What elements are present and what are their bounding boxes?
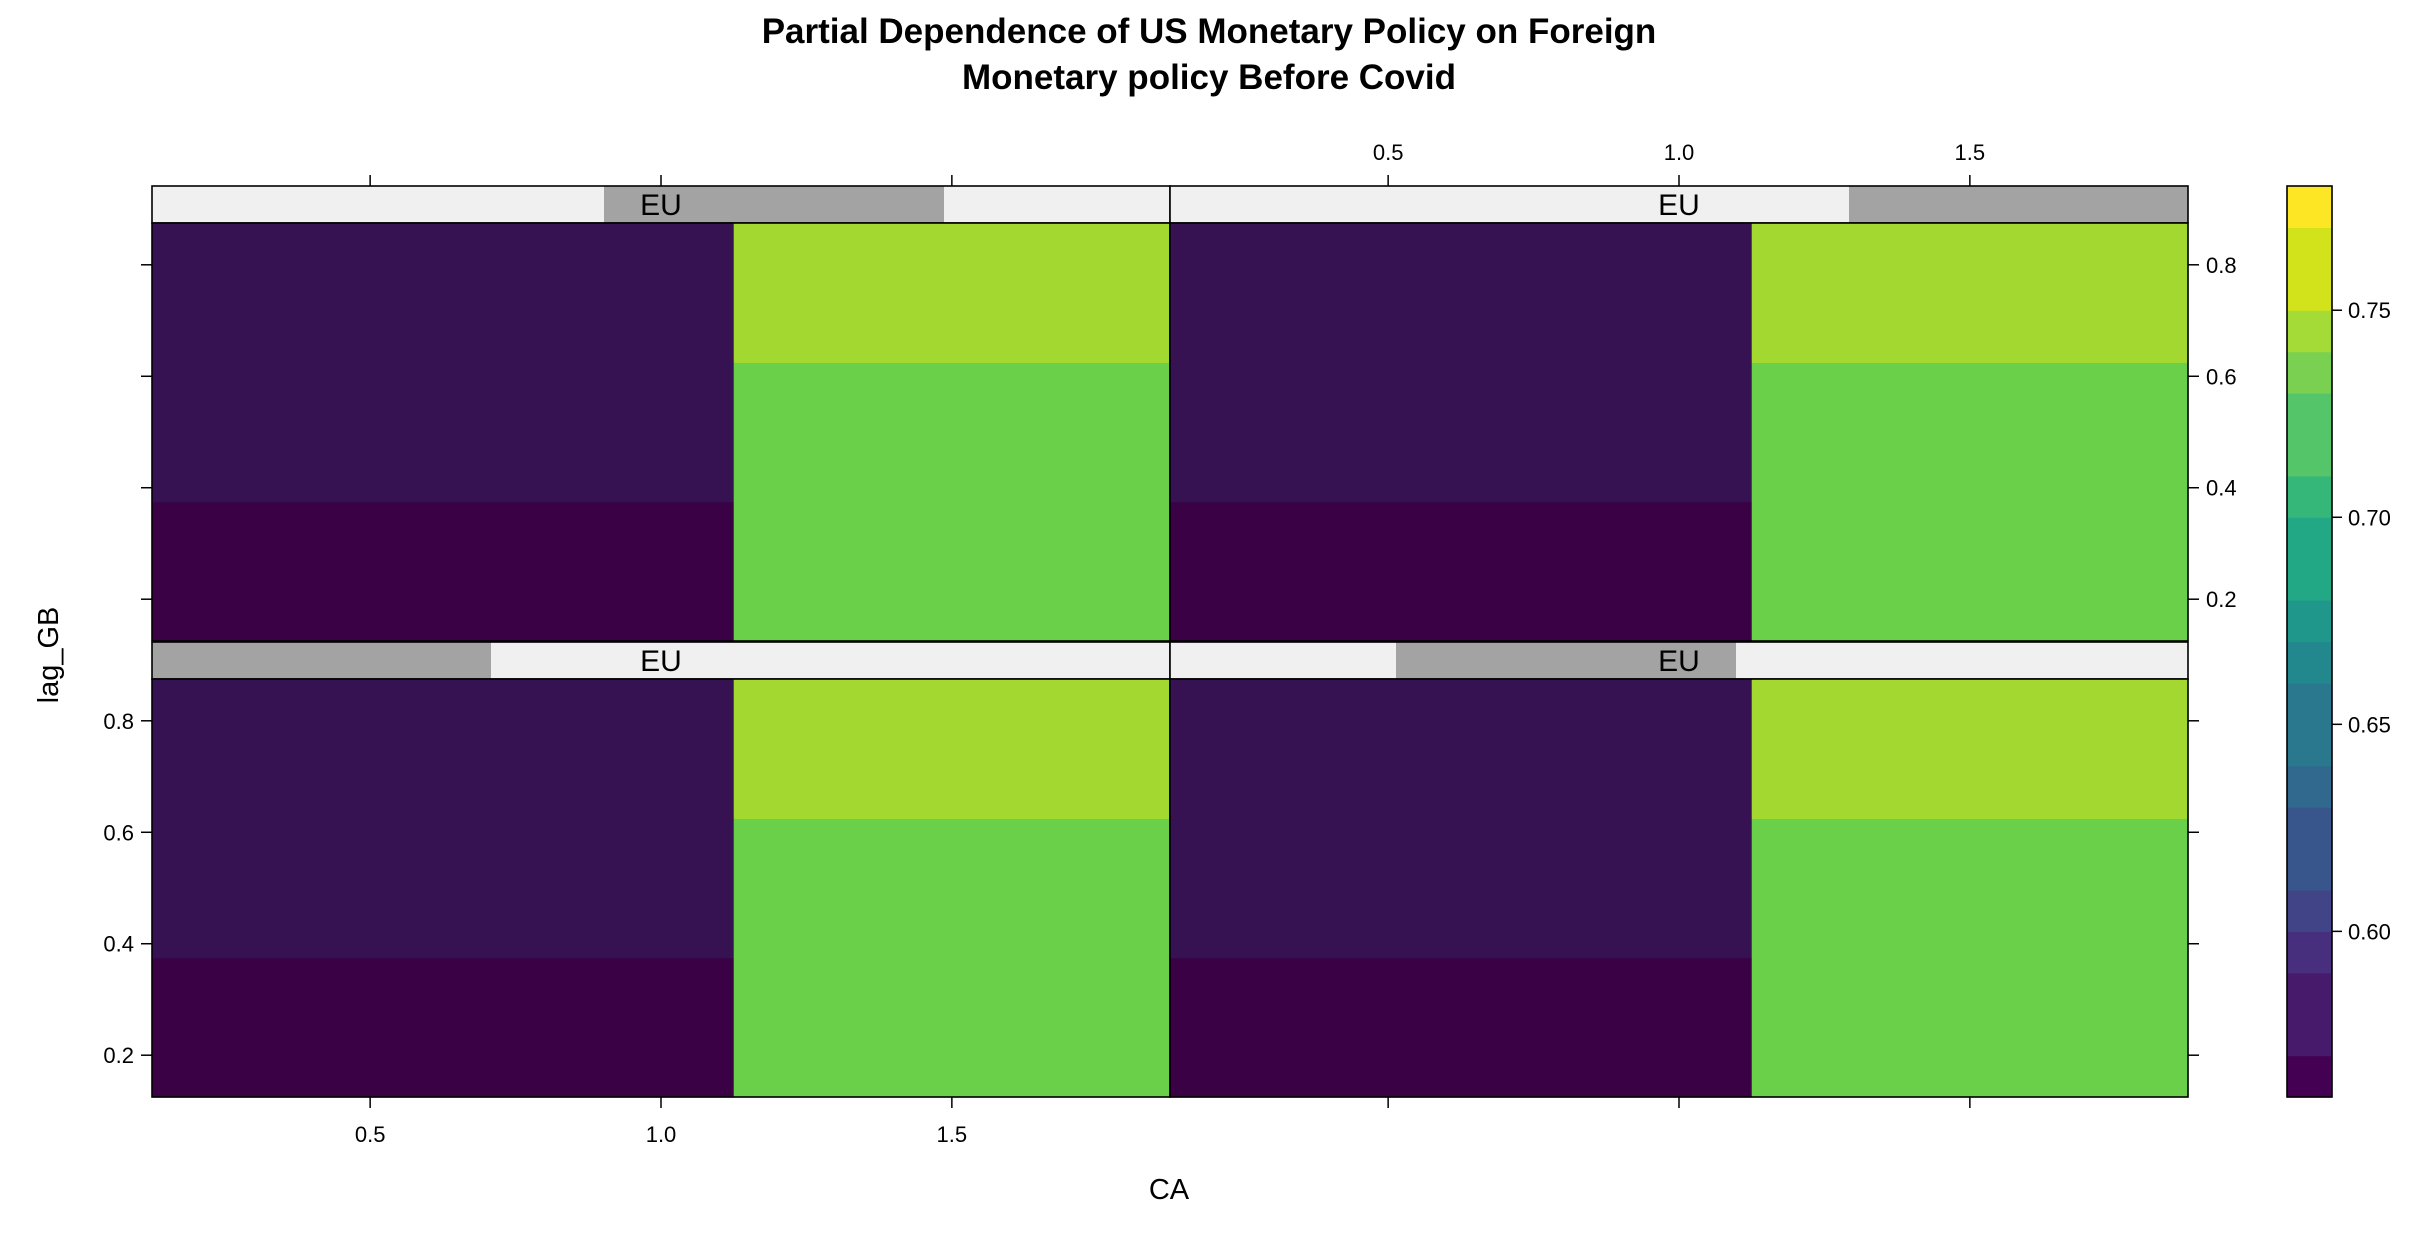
colorkey-band: [2287, 724, 2332, 767]
y-tick-label: 0.2: [2206, 587, 2237, 612]
strip-label: EU: [1658, 189, 1700, 222]
colorkey-band: [2287, 558, 2332, 601]
heatmap-cell: [1170, 957, 1753, 1098]
heatmap-cell: [1751, 679, 2189, 819]
x-tick-label: 1.5: [937, 1122, 968, 1147]
colorkey-band: [2287, 393, 2332, 436]
panel-grid: EU 0.5 1.0 1.5 0.2 0.4 0.6 0.8 EU EU EU 0.5 1.0 1.5 0.…: [103, 140, 2236, 1147]
y-tick-label: 0.4: [2206, 476, 2237, 501]
chart-title-line-1: Partial Dependence of US Monetary Policy…: [762, 12, 1657, 51]
heatmap-cell: [1751, 818, 2189, 959]
heatmap-cell: [733, 362, 1171, 503]
panel-bottom-left: EU 0.5 1.0 1.5 0.2 0.4 0.6 0.8: [103, 641, 1171, 1147]
y-axis-label: lag_GB: [33, 607, 65, 704]
colorkey-band: [2287, 310, 2332, 353]
colorkey-band: [2287, 475, 2332, 518]
heatmap-cell: [1170, 223, 1753, 363]
panel-top-left: EU: [141, 175, 1171, 642]
colorkey-band: [2287, 268, 2332, 311]
colorkey-band: [2287, 1055, 2332, 1098]
y-tick-label: 0.4: [103, 932, 134, 957]
y-tick-label: 0.6: [103, 820, 134, 845]
colorkey-band: [2287, 807, 2332, 850]
x-tick-label: 1.0: [646, 1122, 677, 1147]
colorkey-band: [2287, 931, 2332, 974]
heatmap-cell: [1751, 223, 2189, 363]
heatmap-cell: [733, 818, 1171, 959]
panel-bottom-right: EU: [1169, 641, 2199, 1108]
heatmap-cell: [152, 957, 735, 1098]
colorkey-band: [2287, 351, 2332, 394]
colorkey-band: [2287, 227, 2332, 270]
heatmap-cell: [1170, 362, 1753, 503]
y-tick-label: 0.6: [2206, 364, 2237, 389]
strip-label: EU: [640, 189, 682, 222]
strip-level-indicator: [152, 642, 491, 679]
colorkey-border: [2286, 185, 2333, 1098]
colorkey-tick-label: 0.60: [2348, 919, 2391, 944]
y-tick-label: 0.8: [103, 709, 134, 734]
panel-border: [1169, 222, 2189, 642]
heatmap-cell: [733, 957, 1171, 1098]
x-tick-label: 0.5: [355, 1122, 386, 1147]
heatmap-cell: [733, 679, 1171, 819]
heatmap-cell: [1751, 362, 2189, 503]
colorkey-band: [2287, 434, 2332, 477]
heatmap-cell: [1170, 818, 1753, 959]
colorkey-band: [2287, 889, 2332, 932]
x-tick-label: 0.5: [1373, 140, 1404, 165]
heatmap-cell: [152, 679, 735, 819]
heatmap-cell: [152, 223, 735, 363]
color-key: 0.60 0.65 0.70 0.75: [2286, 185, 2391, 1098]
x-tick-label: 1.0: [1664, 140, 1695, 165]
heatmap-cell: [1170, 679, 1753, 819]
colorkey-band: [2287, 1014, 2332, 1057]
heatmap-cell: [1170, 501, 1753, 642]
colorkey-band: [2287, 600, 2332, 643]
colorkey-band: [2287, 641, 2332, 684]
strip-label: EU: [640, 645, 682, 678]
heatmap-cell: [1751, 957, 2189, 1098]
x-tick-label: 1.5: [1955, 140, 1986, 165]
heatmap-cell: [1751, 501, 2189, 642]
panel-top-right: EU 0.5 1.0 1.5 0.2 0.4 0.6 0.8: [1169, 140, 2237, 642]
colorkey-band: [2287, 682, 2332, 725]
colorkey-tick-label: 0.65: [2348, 712, 2391, 737]
y-tick-label: 0.8: [2206, 253, 2237, 278]
colorkey-band: [2287, 186, 2332, 229]
colorkey-tick-label: 0.75: [2348, 298, 2391, 323]
strip-level-indicator: [603, 186, 945, 223]
heatmap-cell: [733, 223, 1171, 363]
y-tick-label: 0.2: [103, 1043, 134, 1068]
heatmap-cell: [733, 501, 1171, 642]
strip-level-indicator: [1395, 642, 1737, 679]
colorkey-band: [2287, 517, 2332, 560]
colorkey-band: [2287, 765, 2332, 808]
heatmap-cell: [152, 501, 735, 642]
strip-level-indicator: [1849, 186, 2188, 223]
strip-label: EU: [1658, 645, 1700, 678]
heatmap-cell: [152, 818, 735, 959]
chart-title-line-2: Monetary policy Before Covid: [962, 58, 1456, 97]
heatmap-cell: [152, 362, 735, 503]
x-axis-label: CA: [1149, 1174, 1190, 1206]
colorkey-tick-label: 0.70: [2348, 505, 2391, 530]
colorkey-band: [2287, 848, 2332, 891]
colorkey-band: [2287, 972, 2332, 1015]
